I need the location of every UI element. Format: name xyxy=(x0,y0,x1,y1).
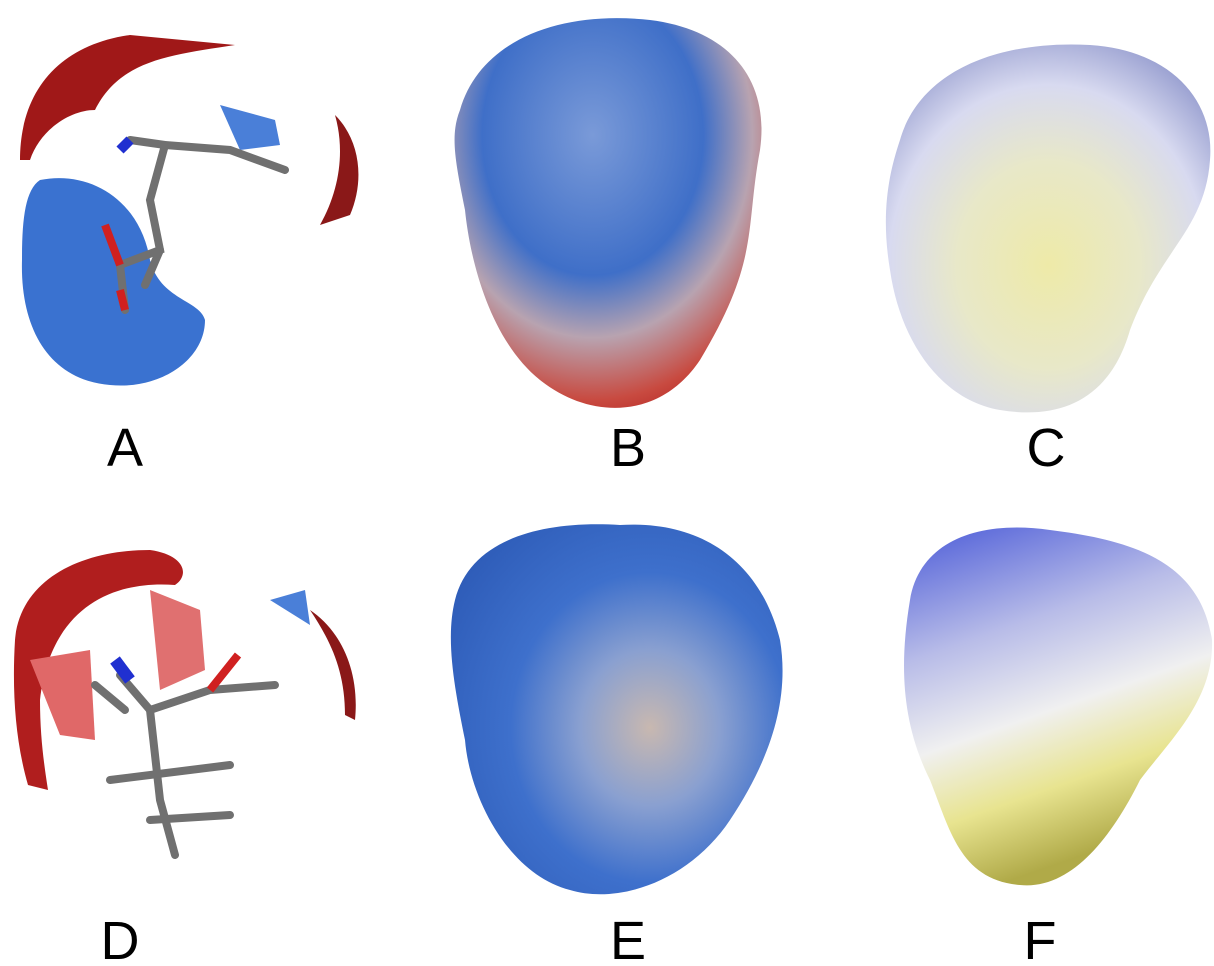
panel-label: F xyxy=(1024,911,1057,961)
panel-label: E xyxy=(610,911,646,961)
panel-c-image xyxy=(886,44,1211,412)
panel-label: A xyxy=(107,418,143,478)
panel-label: B xyxy=(610,418,646,478)
panel-label: C xyxy=(1027,418,1066,478)
panel-e-image xyxy=(451,524,783,894)
panel-a-image xyxy=(20,35,358,386)
figure: A B C D E F xyxy=(0,0,1214,961)
panel-f-image xyxy=(904,528,1212,886)
panel-b-image xyxy=(455,18,762,408)
panel-label: D xyxy=(101,911,140,961)
panel-d-image xyxy=(14,550,356,855)
page: A B C D E F (() => { const data = JSON.p… xyxy=(0,0,1214,961)
